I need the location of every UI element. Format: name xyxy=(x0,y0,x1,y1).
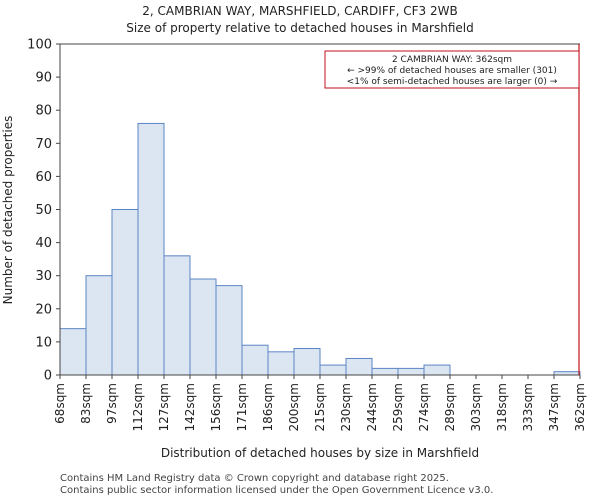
bar-112sqm xyxy=(137,122,165,376)
x-tick-label-347sqm: 347sqm xyxy=(547,383,561,431)
y-tick-label-80: 80 xyxy=(35,104,52,119)
y-tick-label-40: 40 xyxy=(35,236,52,251)
annotation-box xyxy=(324,50,580,89)
bars-group xyxy=(59,122,581,376)
x-tick-label-200sqm: 200sqm xyxy=(287,383,301,431)
footer-line-2: Contains public sector information licen… xyxy=(60,485,494,496)
bar-127sqm xyxy=(163,255,191,376)
bar-83sqm xyxy=(85,275,113,376)
chart-subtitle: Size of property relative to detached ho… xyxy=(126,21,473,35)
y-tick-label-30: 30 xyxy=(35,269,52,284)
x-tick-label-112sqm: 112sqm xyxy=(131,383,145,431)
x-tick-label-68sqm: 68sqm xyxy=(53,383,67,424)
x-tick-label-318sqm: 318sqm xyxy=(495,383,509,431)
x-tick-label-230sqm: 230sqm xyxy=(339,383,353,431)
bar-156sqm xyxy=(215,285,243,376)
x-tick-label-127sqm: 127sqm xyxy=(157,383,171,431)
x-tick-label-83sqm: 83sqm xyxy=(79,383,93,424)
bar-230sqm xyxy=(345,357,373,376)
footer-line-1: Contains HM Land Registry data © Crown c… xyxy=(60,473,449,484)
x-tick-label-362sqm: 362sqm xyxy=(573,383,587,431)
bar-97sqm xyxy=(111,209,139,376)
annotation-line-1: 2 CAMBRIAN WAY: 362sqm xyxy=(392,55,512,65)
x-axis: 68sqm 83sqm 97sqm 112sqm 127sqm 142sqm 156sqm 1… xyxy=(53,375,587,431)
y-tick-label-20: 20 xyxy=(35,302,52,317)
chart-title: 2, CAMBRIAN WAY, MARSHFIELD, CARDIFF, CF… xyxy=(142,4,457,18)
bar-215sqm xyxy=(319,364,347,376)
bar-186sqm xyxy=(267,351,295,376)
y-axis-label: Number of detached properties xyxy=(1,116,15,305)
y-tick-label-70: 70 xyxy=(35,137,52,152)
x-tick-label-274sqm: 274sqm xyxy=(417,383,431,431)
x-tick-label-289sqm: 289sqm xyxy=(443,383,457,431)
y-tick-label-10: 10 xyxy=(35,335,52,350)
annotation-line-2: ← >99% of detached houses are smaller (3… xyxy=(347,66,557,76)
x-tick-label-215sqm: 215sqm xyxy=(313,383,327,431)
y-tick-label-90: 90 xyxy=(35,71,52,86)
bar-171sqm xyxy=(241,344,269,376)
annotation-line-3: <1% of semi-detached houses are larger (… xyxy=(347,77,558,87)
bar-244sqm xyxy=(371,367,399,376)
x-tick-label-97sqm: 97sqm xyxy=(105,383,119,424)
bar-200sqm xyxy=(293,348,321,376)
x-tick-label-186sqm: 186sqm xyxy=(261,383,275,431)
x-tick-label-259sqm: 259sqm xyxy=(391,383,405,431)
x-tick-label-333sqm: 333sqm xyxy=(521,383,535,431)
bar-259sqm xyxy=(397,367,425,376)
x-tick-label-244sqm: 244sqm xyxy=(365,383,379,431)
bar-68sqm xyxy=(59,328,87,376)
y-tick-label-60: 60 xyxy=(35,170,52,185)
y-axis: 0 10 20 30 40 50 60 70 80 90 100 xyxy=(27,38,60,384)
x-tick-label-171sqm: 171sqm xyxy=(235,383,249,431)
bar-142sqm xyxy=(189,278,217,376)
y-tick-label-0: 0 xyxy=(44,369,52,384)
x-tick-label-156sqm: 156sqm xyxy=(209,383,223,431)
x-tick-label-303sqm: 303sqm xyxy=(469,383,483,431)
y-tick-label-50: 50 xyxy=(35,203,52,218)
x-tick-label-142sqm: 142sqm xyxy=(183,383,197,431)
bar-274sqm xyxy=(423,364,451,376)
x-axis-label: Distribution of detached houses by size … xyxy=(161,446,479,460)
y-tick-label-100: 100 xyxy=(27,38,52,53)
